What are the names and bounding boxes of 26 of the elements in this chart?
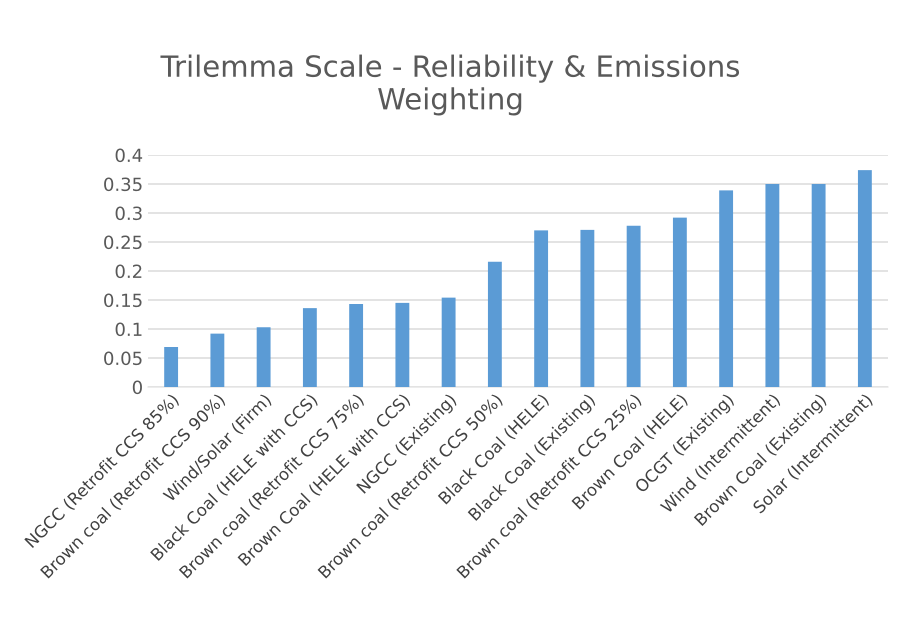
bar <box>812 184 826 387</box>
y-tick-label: 0.4 <box>116 148 142 162</box>
bar <box>395 302 410 387</box>
y-tick-label: 0.3 <box>116 206 142 220</box>
y-tick-label: 0.15 <box>104 293 142 308</box>
bar <box>672 218 687 387</box>
bar <box>256 327 271 387</box>
y-tick-label: 0 <box>132 380 142 394</box>
chart-title: Trilemma Scale - Reliability & Emissions Weighting <box>160 54 740 116</box>
bar <box>719 190 734 387</box>
bar <box>534 230 548 387</box>
bar <box>858 170 872 387</box>
bar <box>302 308 317 387</box>
y-tick-label: 0.25 <box>104 235 142 250</box>
y-tick-label: 0.2 <box>116 264 142 278</box>
bar <box>626 226 641 387</box>
y-tick-label: 0.35 <box>104 177 142 192</box>
bar <box>349 304 364 387</box>
bar <box>210 334 224 387</box>
y-tick-label: 0.1 <box>116 322 142 336</box>
bar <box>442 298 456 387</box>
bar <box>488 262 502 387</box>
bar <box>580 230 594 387</box>
bar <box>164 346 178 387</box>
bar <box>765 184 780 387</box>
y-tick-label: 0.05 <box>104 351 142 366</box>
